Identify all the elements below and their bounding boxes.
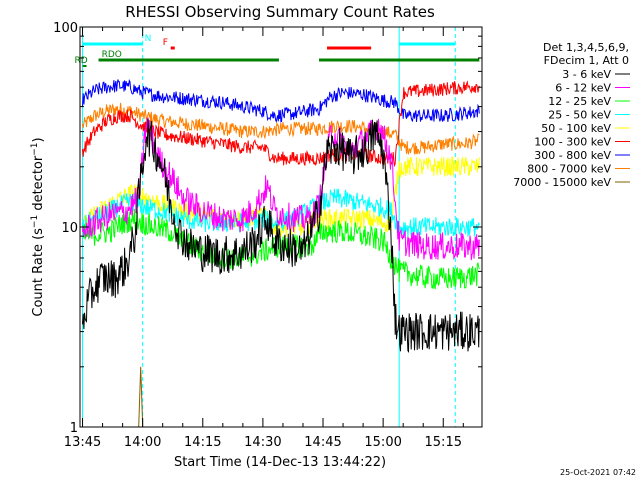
x-tick-label: 14:15 <box>184 435 221 450</box>
legend-label-7000-15000-kev-kev: 7000 - 15000 keV <box>513 176 611 189</box>
series-line-6-12-kev-kev <box>82 117 480 261</box>
legend-label-800-7000-kev-kev: 800 - 7000 keV <box>527 163 611 176</box>
timestamp: 25-Oct-2021 07:42 <box>560 468 636 477</box>
x-tick-label: 14:00 <box>124 435 161 450</box>
legend-label-3-6-kev-kev: 3 - 6 keV <box>562 68 611 81</box>
x-tick-label: 15:00 <box>364 435 401 450</box>
plot-frame <box>79 26 483 428</box>
x-axis-label: Start Time (14-Dec-13 13:44:22) <box>174 455 386 470</box>
y-axis-label-rest: detector <box>31 155 46 215</box>
legend-label-12-25-kev-kev: 12 - 25 keV <box>548 95 611 108</box>
y-tick-label: 10 <box>61 221 78 236</box>
y-axis-label-main: Count Rate (s <box>31 228 46 317</box>
series-line-50-100-kev-kev <box>82 156 480 238</box>
plot-area: N F RDO RD <box>75 27 480 428</box>
flag-label-rd: RD <box>75 56 88 66</box>
y-tick-label: 1 <box>70 421 78 436</box>
x-tick-label: 13:45 <box>64 435 101 450</box>
flag-label-rdo: RDO <box>102 50 122 60</box>
y-tick-label: 100 <box>53 21 78 36</box>
flag-label-f: F <box>163 38 168 48</box>
y-axis-label-end: ) <box>31 137 46 142</box>
chart-title: RHESSI Observing Summary Count Rates <box>125 3 435 21</box>
y-axis-label-sup: −1 <box>30 215 40 228</box>
y-axis-label: Count Rate (s−1 detector−1) <box>30 137 46 316</box>
x-tick-label: 14:30 <box>244 435 281 450</box>
series-line-800-7000-kev-kev <box>82 102 480 155</box>
x-tick-label: 15:15 <box>425 435 462 450</box>
flag-label-n: N <box>145 34 152 44</box>
legend-label-300-800-kev-kev: 300 - 800 keV <box>534 149 611 162</box>
legend-label-50-100-kev-kev: 50 - 100 keV <box>541 122 611 135</box>
series-line-300-800-kev-kev <box>82 78 480 123</box>
y-axis-label-sup2: −1 <box>30 142 40 155</box>
legend-label-100-300-kev-kev: 100 - 300 keV <box>534 136 611 149</box>
legend-header-line-1: Det 1,3,4,5,6,9, <box>543 41 629 54</box>
series-line-12-25-kev-kev <box>82 208 480 290</box>
series-line-7000-15000-kev-kev <box>82 366 480 428</box>
legend: Det 1,3,4,5,6,9, FDecim 1, Att 0 3 - 6 k… <box>513 41 630 189</box>
legend-label-25-50-kev-kev: 25 - 50 keV <box>548 109 611 122</box>
legend-label-6-12-kev-kev: 6 - 12 keV <box>555 82 611 95</box>
series-line-3-6-kev-kev <box>82 118 480 353</box>
legend-header-line-2: FDecim 1, Att 0 <box>544 54 629 67</box>
x-tick-label: 14:45 <box>304 435 341 450</box>
